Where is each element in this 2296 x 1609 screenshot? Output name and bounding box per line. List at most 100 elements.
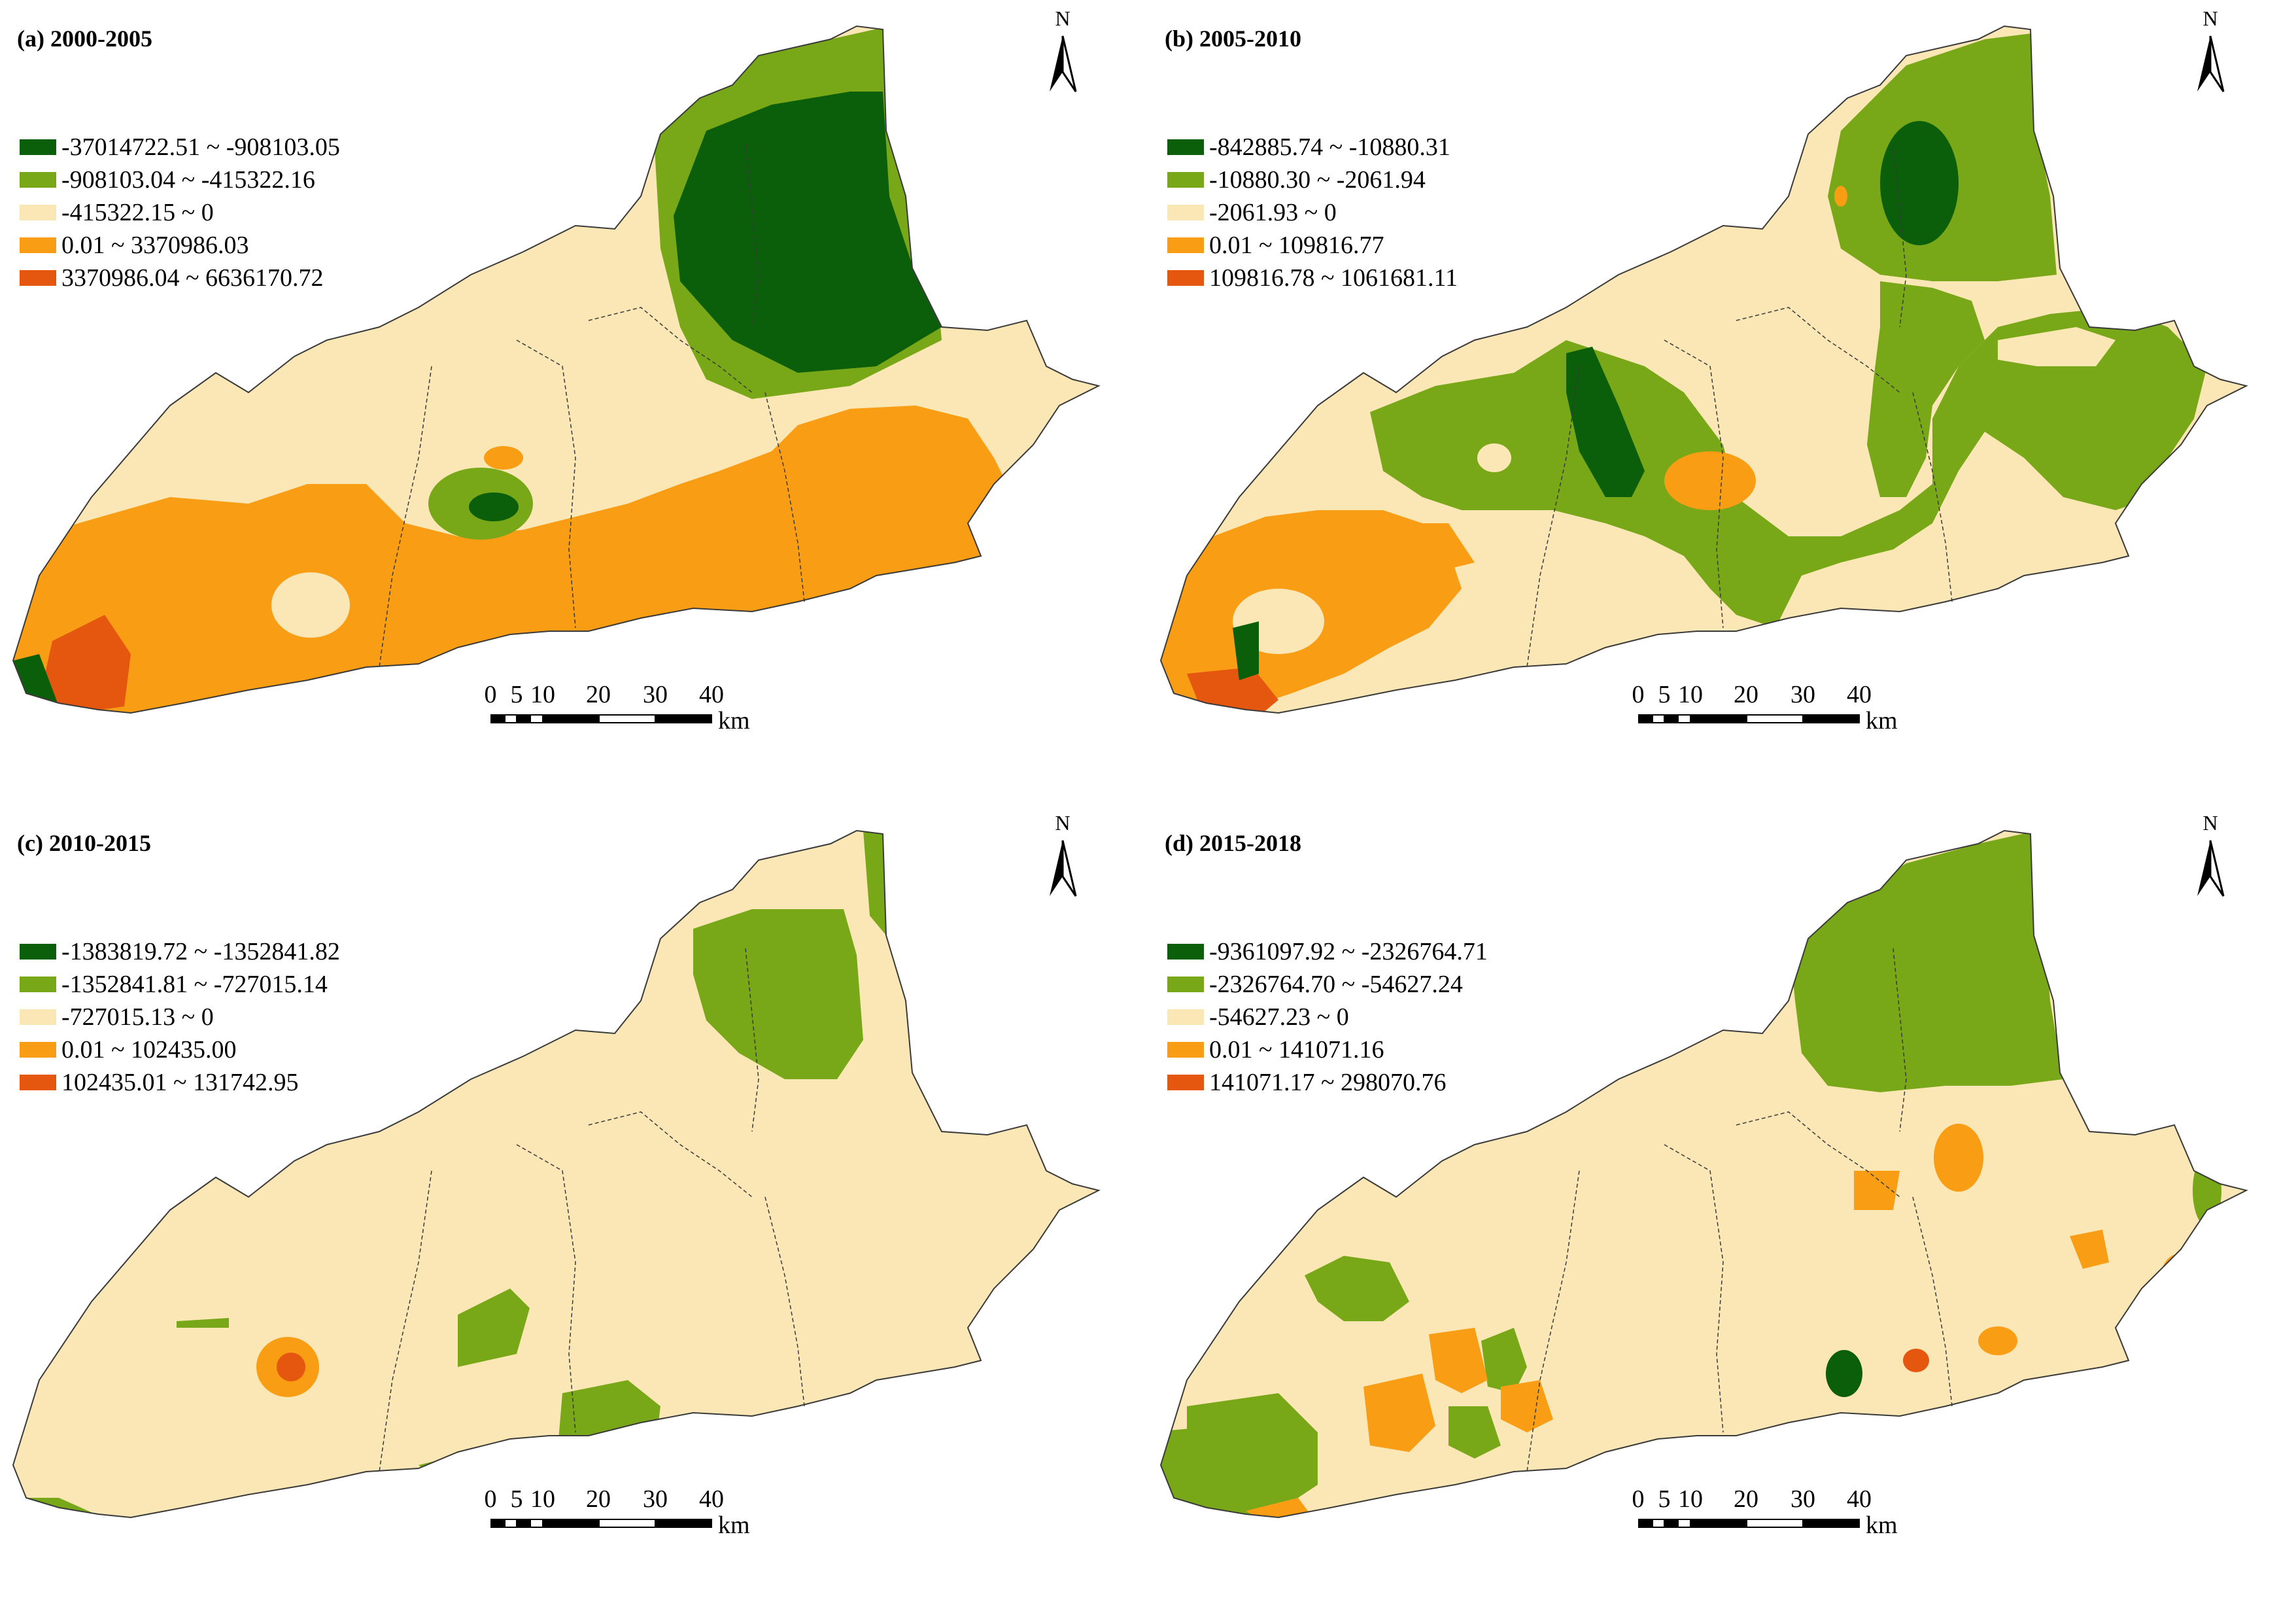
map-area <box>1159 25 2248 714</box>
map-area <box>12 829 1101 1519</box>
north-arrow: N <box>2187 7 2233 98</box>
map-panel-b: (b) 2005-2010 N -842885.74 ~ -10880.31 -… <box>1148 0 2295 804</box>
legend-label: -415322.15 ~ 0 <box>61 199 214 226</box>
legend-swatch <box>20 1075 56 1090</box>
legend-swatch <box>1167 237 1204 253</box>
legend-label: -54627.23 ~ 0 <box>1209 1003 1349 1031</box>
legend-item: 3370986.04 ~ 6636170.72 <box>20 262 340 294</box>
legend-swatch <box>1167 944 1204 960</box>
north-arrow: N <box>1040 7 1086 98</box>
scale-tick: 10 <box>1678 681 1703 708</box>
legend-label: 109816.78 ~ 1061681.11 <box>1209 264 1458 292</box>
legend-item: -2326764.70 ~ -54627.24 <box>1167 968 1488 1001</box>
north-arrow-icon <box>2197 840 2225 897</box>
scale-bar: 0 5 10 20 30 40 km <box>1632 1485 1919 1544</box>
legend-item: -842885.74 ~ -10880.31 <box>1167 131 1458 164</box>
legend-label: -37014722.51 ~ -908103.05 <box>61 133 340 161</box>
map-panel-d: (d) 2015-2018 N -9361097.92 ~ -2326764.7… <box>1148 804 2295 1609</box>
legend-swatch <box>1167 172 1204 188</box>
scale-tick: 30 <box>643 681 668 708</box>
map-panel-a: (a) 2000-2005 N -37014722.51 ~ -908103.0… <box>0 0 1148 804</box>
scale-tick: 0 <box>484 681 497 708</box>
map-area <box>1159 829 2248 1519</box>
scale-tick: 20 <box>586 681 611 708</box>
scale-tick: 40 <box>1847 1485 1872 1513</box>
scale-bar: 0 5 10 20 30 40 km <box>484 1485 772 1544</box>
study-area-outline <box>12 829 1101 1519</box>
legend-item: -2061.93 ~ 0 <box>1167 196 1458 229</box>
north-label: N <box>2202 7 2218 30</box>
legend-item: -54627.23 ~ 0 <box>1167 1001 1488 1033</box>
legend-item: 0.01 ~ 109816.77 <box>1167 229 1458 262</box>
legend-item: 109816.78 ~ 1061681.11 <box>1167 262 1458 294</box>
scale-tick: 20 <box>1734 681 1758 708</box>
legend: -842885.74 ~ -10880.31 -10880.30 ~ -2061… <box>1167 131 1458 294</box>
north-arrow-icon <box>1050 35 1077 92</box>
scale-tick: 0 <box>1632 681 1645 708</box>
scale-tick: 30 <box>1791 1485 1815 1513</box>
county-boundaries <box>379 143 805 668</box>
legend-swatch <box>1167 977 1204 992</box>
legend-label: 0.01 ~ 109816.77 <box>1209 232 1384 259</box>
north-label: N <box>2202 811 2218 835</box>
legend-item: -37014722.51 ~ -908103.05 <box>20 131 340 164</box>
north-label: N <box>1055 7 1071 30</box>
county-boundaries <box>379 948 805 1472</box>
map-panel-c: (c) 2010-2015 N -1383819.72 ~ -1352841.8… <box>0 804 1148 1609</box>
legend-item: -415322.15 ~ 0 <box>20 196 340 229</box>
county-boundaries <box>1526 143 1953 668</box>
north-arrow-icon <box>1050 840 1077 897</box>
legend-swatch <box>20 1009 56 1025</box>
legend-label: -9361097.92 ~ -2326764.71 <box>1209 938 1488 965</box>
panel-title: (b) 2005-2010 <box>1165 26 1301 52</box>
legend-swatch <box>20 270 56 286</box>
scale-tick: 40 <box>699 1485 724 1513</box>
scale-unit: km <box>1866 707 1898 735</box>
study-area-outline <box>12 25 1101 714</box>
study-area-outline <box>1159 25 2248 714</box>
north-arrow: N <box>1040 811 1086 903</box>
scale-tick: 10 <box>530 681 555 708</box>
legend-item: -10880.30 ~ -2061.94 <box>1167 164 1458 196</box>
scale-unit: km <box>718 1512 750 1539</box>
scale-tick: 5 <box>1658 1485 1671 1513</box>
scale-tick: 40 <box>1847 681 1872 708</box>
scale-tick: 5 <box>510 1485 523 1513</box>
panel-title: (c) 2010-2015 <box>17 830 151 856</box>
legend-item: -9361097.92 ~ -2326764.71 <box>1167 935 1488 968</box>
scale-tick: 40 <box>699 681 724 708</box>
north-arrow: N <box>2187 811 2233 903</box>
panel-title: (d) 2015-2018 <box>1165 830 1301 856</box>
legend-swatch <box>1167 1042 1204 1058</box>
north-label: N <box>1055 811 1071 835</box>
scale-unit: km <box>1866 1512 1898 1539</box>
legend-label: 0.01 ~ 3370986.03 <box>61 232 249 259</box>
legend-label: -2061.93 ~ 0 <box>1209 199 1337 226</box>
scale-unit: km <box>718 707 750 735</box>
legend-label: -727015.13 ~ 0 <box>61 1003 214 1031</box>
legend-swatch <box>20 944 56 960</box>
legend-label: 0.01 ~ 141071.16 <box>1209 1036 1384 1064</box>
scale-bar: 0 5 10 20 30 40 km <box>484 680 772 739</box>
legend-swatch <box>20 1042 56 1058</box>
legend-swatch <box>1167 205 1204 220</box>
study-area-outline <box>1159 829 2248 1519</box>
scale-tick: 30 <box>643 1485 668 1513</box>
legend-item: 0.01 ~ 102435.00 <box>20 1033 340 1066</box>
county-boundaries <box>1526 948 1953 1472</box>
legend-label: -10880.30 ~ -2061.94 <box>1209 166 1426 194</box>
legend-item: -1383819.72 ~ -1352841.82 <box>20 935 340 968</box>
legend-label: 141071.17 ~ 298070.76 <box>1209 1069 1447 1096</box>
legend-label: -908103.04 ~ -415322.16 <box>61 166 315 194</box>
legend-swatch <box>20 172 56 188</box>
legend-swatch <box>1167 270 1204 286</box>
legend-item: -908103.04 ~ -415322.16 <box>20 164 340 196</box>
legend-label: 102435.01 ~ 131742.95 <box>61 1069 299 1096</box>
legend-item: 0.01 ~ 3370986.03 <box>20 229 340 262</box>
legend: -9361097.92 ~ -2326764.71 -2326764.70 ~ … <box>1167 935 1488 1099</box>
legend-swatch <box>20 139 56 155</box>
north-arrow-icon <box>2197 35 2225 92</box>
legend-label: 0.01 ~ 102435.00 <box>61 1036 237 1064</box>
legend-swatch <box>20 237 56 253</box>
legend-item: 0.01 ~ 141071.16 <box>1167 1033 1488 1066</box>
